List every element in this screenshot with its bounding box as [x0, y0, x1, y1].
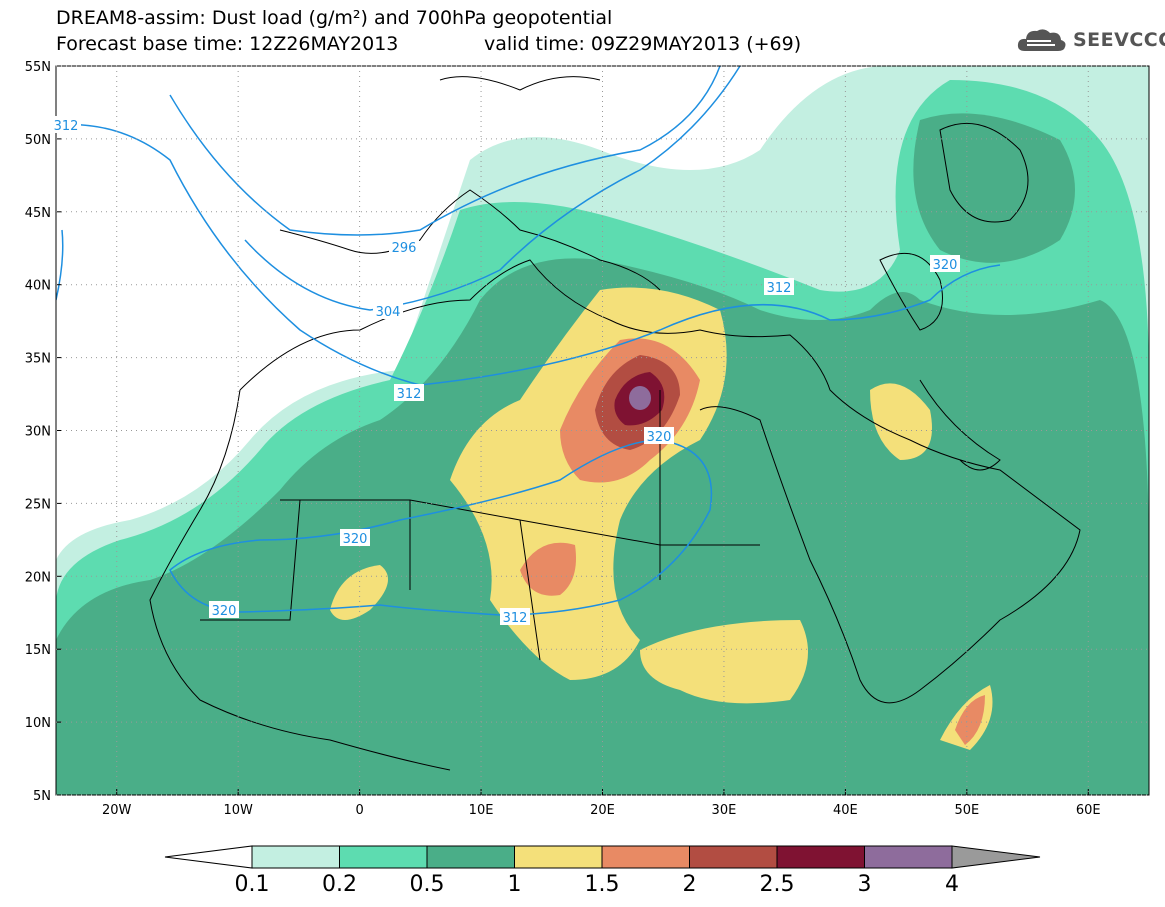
colorbar-label: 0.5: [409, 872, 445, 897]
lat-tick-label: 15N: [25, 643, 51, 658]
colorbar-label: 0.1: [234, 872, 270, 897]
lon-tick-label: 50E: [954, 803, 979, 818]
lat-tick-label: 30N: [25, 425, 51, 440]
cloud-icon: [1017, 29, 1066, 51]
contour-label-bg: [209, 601, 239, 618]
seevccc-logo: SEEVCCC: [1017, 28, 1165, 52]
lon-tick-label: 60E: [1076, 803, 1101, 818]
lon-tick-label: 0: [355, 803, 363, 818]
lat-tick-label: 25N: [25, 497, 51, 512]
dust-field-3: [629, 386, 651, 410]
contour-label: 296: [392, 241, 417, 256]
contour-label-bg: [644, 427, 674, 444]
contour-label: 320: [933, 258, 958, 273]
contour-label-bg: [500, 608, 530, 625]
contour-label-bg: [764, 278, 794, 295]
contour-labels: 312 296 304 312 312 320 320 320 320 312: [51, 116, 960, 626]
geopotential-contours: [56, 66, 1001, 616]
lon-tick-label: 20W: [102, 803, 132, 818]
contour-label: 320: [343, 532, 368, 547]
contour-label: 312: [767, 281, 792, 296]
colorbar-label: 1.5: [584, 872, 620, 897]
colorbar-label: 1: [507, 872, 522, 897]
contour-label-bg: [389, 238, 419, 255]
axis-ticks: 55N 50N 45N 40N 35N 30N 25N 20N 15N 10N 5N 20W 10W 0 1…: [25, 60, 1149, 818]
coastlines: [149, 76, 1081, 771]
lat-tick-label: 40N: [25, 279, 51, 294]
lat-tick-label: 35N: [25, 352, 51, 367]
colorbar-label: 3: [857, 872, 872, 897]
lat-tick-label: 45N: [25, 206, 51, 221]
lat-tick-label: 5N: [33, 789, 51, 804]
map-title: DREAM8-assim: Dust load (g/m²) and 700hP…: [56, 7, 613, 29]
forecast-base-time: Forecast base time: 12Z26MAY2013: [56, 33, 399, 55]
map-canvas: [56, 66, 1149, 795]
lat-tick-label: 50N: [25, 133, 51, 148]
lat-tick-label: 10N: [25, 716, 51, 731]
lon-tick-label: 20E: [590, 803, 615, 818]
colorbar-label: 2: [682, 872, 697, 897]
contour-label-bg: [930, 255, 960, 272]
lat-tick-label: 20N: [25, 570, 51, 585]
contour-label: 320: [212, 604, 237, 619]
contour-label: 312: [503, 611, 528, 626]
contour-label: 312: [397, 387, 422, 402]
valid-time: valid time: 09Z29MAY2013 (+69): [484, 33, 802, 55]
colorbar-label: 0.2: [322, 872, 357, 897]
contour-label-bg: [373, 302, 403, 319]
colorbar-label: 4: [945, 872, 959, 897]
lat-tick-label: 55N: [25, 60, 51, 75]
lon-tick-label: 30E: [712, 803, 737, 818]
lon-tick-label: 10E: [469, 803, 494, 818]
contour-label: 312: [54, 119, 79, 134]
contour-label-bg: [340, 529, 370, 546]
lon-tick-label: 40E: [833, 803, 858, 818]
contour-label-bg: [51, 116, 81, 133]
contour-label: 320: [647, 430, 672, 445]
colorbar-label: 2.5: [759, 872, 795, 897]
contour-label: 304: [376, 305, 401, 320]
lon-tick-label: 10W: [223, 803, 253, 818]
logo-text: SEEVCCC: [1073, 29, 1165, 51]
contour-label-bg: [394, 384, 424, 401]
